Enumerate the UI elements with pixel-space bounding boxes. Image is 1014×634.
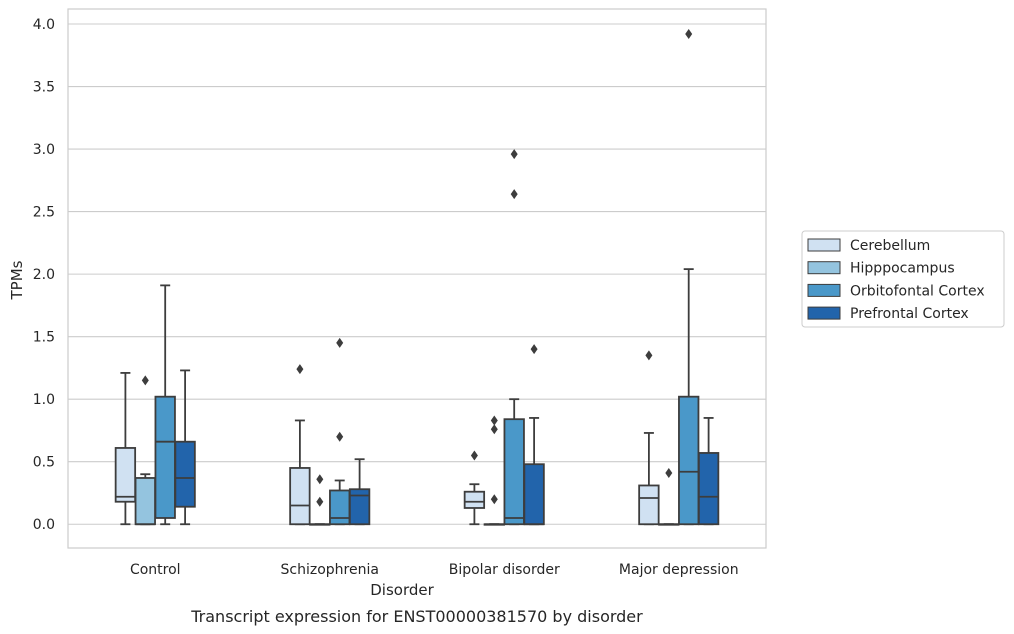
box-hipppocampus xyxy=(134,375,156,526)
outlier-point xyxy=(530,344,538,355)
outlier-point xyxy=(510,149,518,160)
x-tick-label: Major depression xyxy=(619,562,739,578)
box-prefrontal-cortex xyxy=(348,458,371,526)
box-body xyxy=(174,440,196,508)
legend-swatch xyxy=(807,306,841,320)
box-hipppocampus xyxy=(483,415,505,526)
legend-swatch xyxy=(807,261,841,275)
outlier-point xyxy=(141,375,149,386)
outlier-point xyxy=(336,431,344,442)
y-tick-label: 2.5 xyxy=(33,205,55,221)
box-hipppocampus xyxy=(658,467,680,526)
outlier-point xyxy=(685,29,693,40)
x-tick-label: Schizophrenia xyxy=(281,562,379,578)
box-prefrontal-cortex xyxy=(174,369,196,526)
box-cerebellum xyxy=(463,450,486,526)
box-cerebellum xyxy=(638,350,660,526)
box-body xyxy=(523,463,545,526)
outlier-point xyxy=(645,350,653,361)
chart-caption: Transcript expression for ENST0000038157… xyxy=(190,607,643,626)
legend-swatch xyxy=(807,283,841,297)
box-body xyxy=(329,489,351,526)
outlier-point xyxy=(336,337,344,348)
box-orbitofontal-cortex xyxy=(154,284,176,526)
outlier-point xyxy=(510,189,518,200)
y-tick-label: 1.0 xyxy=(33,392,55,408)
box-body xyxy=(678,395,700,526)
outlier-point xyxy=(490,415,498,426)
legend-swatch xyxy=(807,238,841,252)
outlier-point xyxy=(470,450,478,461)
y-tick-label: 3.5 xyxy=(33,80,55,96)
outlier-point xyxy=(665,467,673,478)
x-tick-label: Control xyxy=(130,562,181,578)
y-tick-label: 0.5 xyxy=(33,455,55,471)
legend-frame xyxy=(801,230,1005,328)
box-orbitofontal-cortex xyxy=(329,337,351,526)
legend: Cerebellum Hipppocampus Orbitofontal Corte… xyxy=(801,230,1005,328)
y-tick-label: 4.0 xyxy=(33,17,55,33)
box-body xyxy=(463,490,486,509)
y-axis-label: TPMs xyxy=(8,260,26,300)
outlier-point xyxy=(316,474,324,485)
box-body xyxy=(289,467,311,526)
x-axis-ticks: Control Schizophrenia Bipolar disorder Majo… xyxy=(130,562,739,578)
x-tick-label: Bipolar disorder xyxy=(449,562,560,578)
plot-frame xyxy=(67,8,767,549)
legend-label: Prefrontal Cortex xyxy=(850,306,969,322)
box-cerebellum xyxy=(114,372,137,526)
legend-label: Cerebellum xyxy=(850,238,930,254)
box-prefrontal-cortex xyxy=(523,344,545,526)
box-body xyxy=(114,447,137,503)
legend-label: Orbitofontal Cortex xyxy=(850,283,985,299)
box-body xyxy=(503,418,525,526)
outlier-point xyxy=(296,364,304,375)
box-body xyxy=(348,488,371,526)
box-body xyxy=(697,452,720,526)
box-prefrontal-cortex xyxy=(697,417,720,526)
x-axis-label: Disorder xyxy=(370,581,434,599)
y-tick-label: 1.5 xyxy=(33,330,55,346)
y-axis-ticks: 0.0 0.5 1.0 1.5 2.0 2.5 3.0 3.5 4.0 xyxy=(33,17,55,533)
box-body xyxy=(154,395,176,519)
y-tick-label: 0.0 xyxy=(33,517,55,533)
y-tick-label: 2.0 xyxy=(33,267,55,283)
legend-label: Hipppocampus xyxy=(850,261,955,277)
box-layer xyxy=(114,29,720,526)
box-body xyxy=(134,477,156,526)
outlier-point xyxy=(316,496,324,507)
box-hipppocampus xyxy=(309,474,331,526)
outlier-point xyxy=(490,424,498,435)
box-cerebellum xyxy=(289,364,311,526)
outlier-point xyxy=(490,494,498,505)
box-orbitofontal-cortex xyxy=(678,29,700,526)
box-body xyxy=(638,484,660,526)
y-tick-label: 3.0 xyxy=(33,142,55,158)
